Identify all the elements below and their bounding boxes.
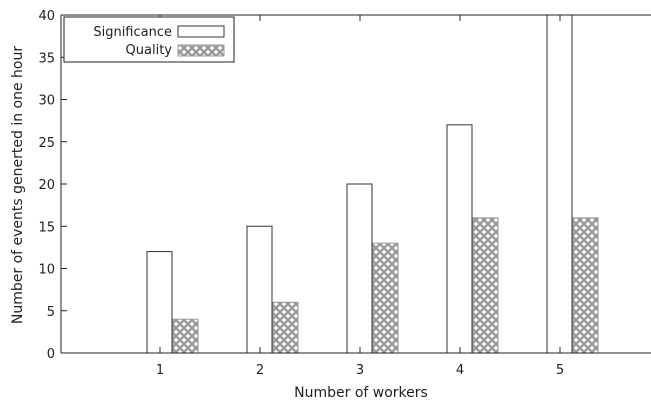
bar-significance-3 xyxy=(346,183,373,354)
legend-label-significance: Significance xyxy=(93,25,172,40)
y-ticks-group: 0 5 10 15 20 25 30 35 40 xyxy=(38,9,67,362)
bar-quality-1 xyxy=(172,318,199,354)
bar-significance-5 xyxy=(546,14,573,354)
y-tick-label-40: 40 xyxy=(38,9,55,24)
y-axis-title: Number of events generted in one hour xyxy=(10,46,26,324)
x-tick-label-4: 4 xyxy=(456,363,464,378)
legend-swatch-quality xyxy=(177,44,225,57)
legend-swatch-significance xyxy=(177,25,225,38)
y-tick-label-35: 35 xyxy=(38,51,55,66)
y-tick-label-25: 25 xyxy=(38,136,55,151)
bar-significance-4 xyxy=(446,124,473,354)
x-tick-label-2: 2 xyxy=(256,363,264,378)
bar-quality-2 xyxy=(272,301,299,354)
y-tick-label-15: 15 xyxy=(38,220,55,235)
bar-quality-5 xyxy=(572,217,599,354)
x-tick-label-3: 3 xyxy=(356,363,364,378)
bar-significance-1 xyxy=(146,251,173,354)
legend-label-quality: Quality xyxy=(126,43,173,58)
y-tick-label-5: 5 xyxy=(47,305,55,320)
y-tick-label-30: 30 xyxy=(38,94,55,109)
y-tick-label-10: 10 xyxy=(38,263,55,278)
y-tick-label-0: 0 xyxy=(47,347,55,362)
bar-quality-3 xyxy=(372,242,399,354)
y-tick-label-20: 20 xyxy=(38,178,55,193)
legend: Significance Quality xyxy=(63,16,235,63)
bars-group xyxy=(146,14,599,354)
bar-significance-2 xyxy=(246,225,273,354)
x-axis-title: Number of workers xyxy=(294,385,428,401)
x-tick-label-5: 5 xyxy=(556,363,564,378)
bar-quality-4 xyxy=(472,217,499,354)
x-tick-label-1: 1 xyxy=(156,363,164,378)
